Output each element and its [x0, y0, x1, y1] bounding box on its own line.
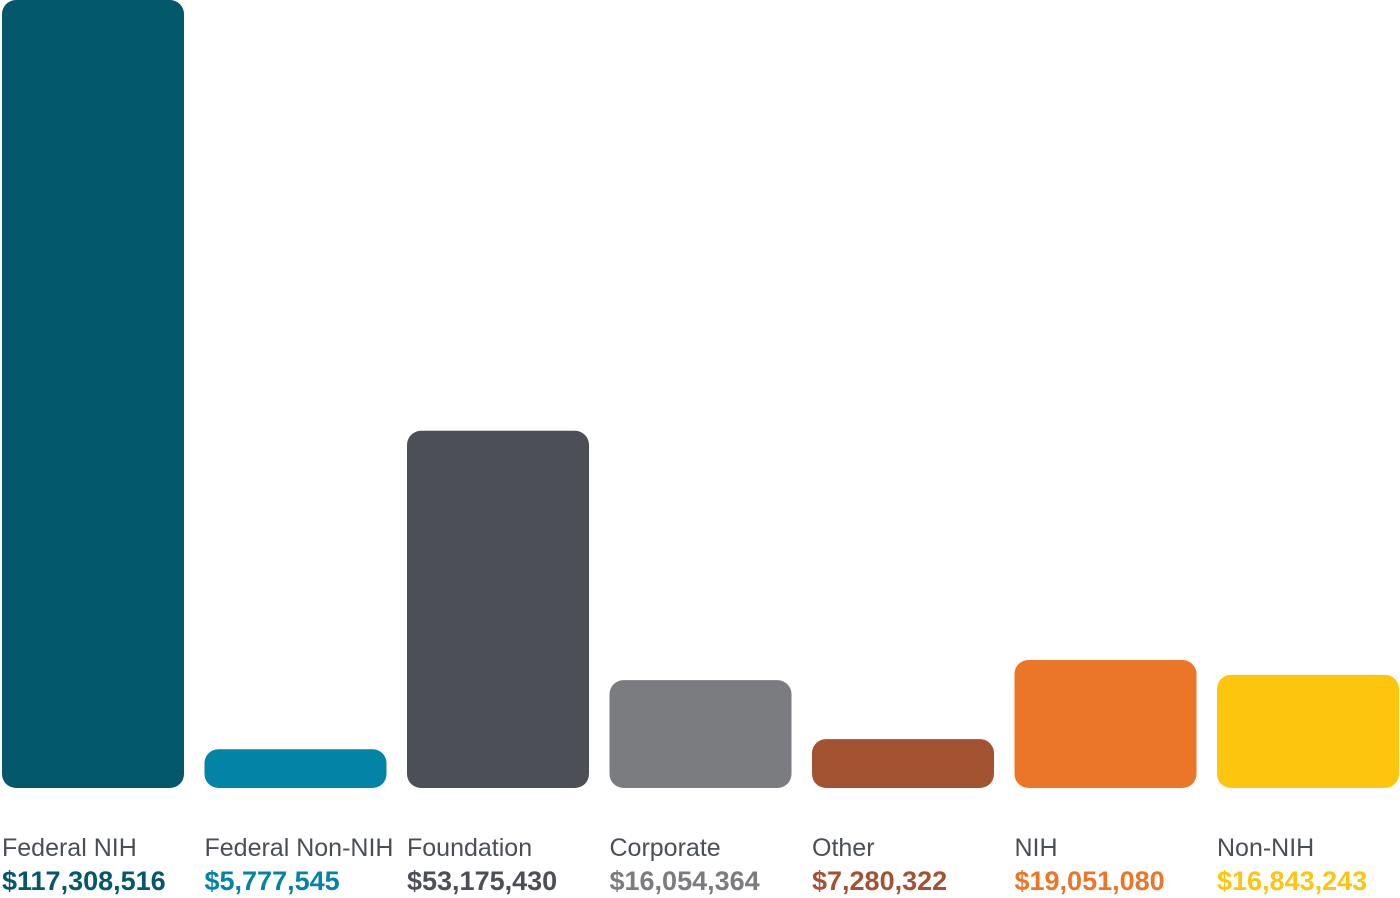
- value-label: $53,175,430: [407, 866, 557, 896]
- value-label: $16,843,243: [1217, 866, 1367, 896]
- category-label: Federal NIH: [2, 834, 137, 862]
- labels-group: Federal NIH $117,308,516 Federal Non-NIH $5…: [2, 834, 1367, 896]
- bar-nih: [1014, 660, 1197, 788]
- value-label: $5,777,545: [205, 866, 340, 896]
- category-label: NIH: [1015, 834, 1058, 862]
- value-label: $117,308,516: [2, 866, 166, 896]
- bar-non-nih: [1217, 674, 1399, 788]
- value-label: $16,054,364: [610, 866, 760, 896]
- bar-federal-non-nih: [204, 749, 387, 788]
- category-label: Non-NIH: [1217, 834, 1314, 862]
- category-label: Foundation: [407, 834, 532, 862]
- value-label: $19,051,080: [1015, 866, 1165, 896]
- category-label: Federal Non-NIH: [205, 834, 394, 862]
- bar-federal-nih: [2, 0, 184, 788]
- category-label: Corporate: [610, 834, 721, 862]
- bar-foundation: [407, 430, 589, 788]
- bar-other: [812, 739, 994, 788]
- value-label: $7,280,322: [812, 866, 947, 896]
- bars-group: [2, 0, 1399, 788]
- category-label: Other: [812, 834, 875, 862]
- bar-corporate: [609, 680, 792, 788]
